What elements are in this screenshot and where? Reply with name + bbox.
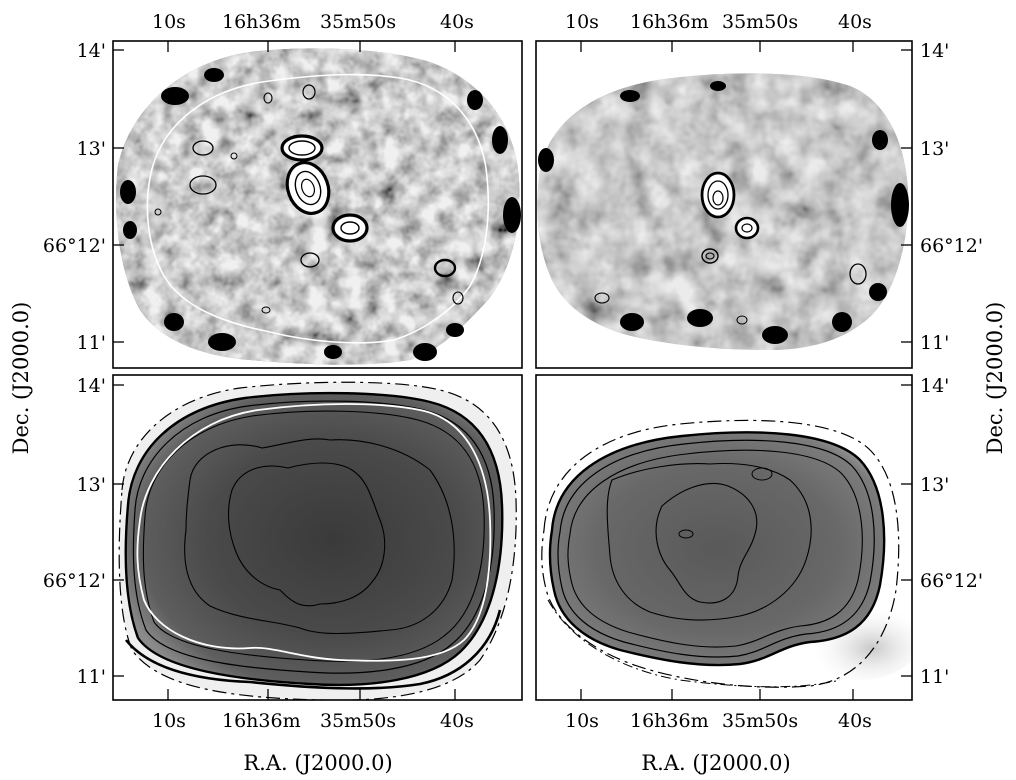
frame-bottom-left bbox=[112, 374, 523, 701]
dec-tick-left-bottom-1: 14' bbox=[77, 375, 106, 397]
white-contour-bottom-left bbox=[136, 403, 492, 662]
y-axis-label-left: Dec. (J2000.0) bbox=[9, 302, 33, 455]
dec-tick-left-bottom-2: 13' bbox=[77, 474, 106, 496]
dec-tick-left-top-2: 13' bbox=[77, 138, 106, 160]
inner-contour-bottom-right bbox=[655, 482, 758, 604]
ra-tick-bottom-right-2: 16h36m bbox=[630, 710, 709, 732]
ra-tick-bottom-left-3: 35m50s bbox=[320, 710, 396, 732]
frame-top-right bbox=[535, 40, 913, 369]
ra-tick-top-right-4: 40s bbox=[838, 11, 872, 33]
dec-tick-right-bottom-1: 14' bbox=[920, 375, 949, 397]
dec-tick-right-bottom-3: 66°12' bbox=[920, 570, 983, 592]
ra-tick-top-left-4: 40s bbox=[440, 11, 474, 33]
ra-tick-top-right-1: 10s bbox=[565, 11, 599, 33]
ra-tick-top-right-3: 35m50s bbox=[722, 11, 798, 33]
dec-tick-right-top-3: 66°12' bbox=[920, 235, 983, 257]
panel-top-left bbox=[116, 48, 521, 365]
ra-tick-bottom-right-4: 40s bbox=[838, 710, 872, 732]
intensity-map-bottom-right bbox=[548, 431, 886, 667]
edge-blotches-top-right bbox=[538, 81, 909, 344]
dec-tick-right-bottom-4: 11' bbox=[920, 666, 949, 688]
dec-tick-left-top-1: 14' bbox=[77, 40, 106, 62]
y-axis-label-right: Dec. (J2000.0) bbox=[983, 302, 1007, 455]
frame-bottom-right bbox=[535, 374, 913, 701]
inner-contour-bottom-left bbox=[228, 462, 386, 607]
tick-marks bbox=[113, 41, 912, 700]
mid-contour-bottom-left bbox=[184, 438, 455, 635]
ra-tick-top-right-2: 16h36m bbox=[630, 11, 709, 33]
dec-tick-right-bottom-2: 13' bbox=[920, 474, 949, 496]
mid-contour-bottom-right bbox=[606, 463, 812, 621]
ra-tick-top-left-3: 35m50s bbox=[320, 11, 396, 33]
white-contour-top-left bbox=[146, 73, 490, 344]
frame-top-left bbox=[112, 40, 523, 369]
ra-tick-top-left-1: 10s bbox=[152, 11, 186, 33]
dec-tick-left-bottom-4: 11' bbox=[77, 666, 106, 688]
x-axis-label-right: R.A. (J2000.0) bbox=[641, 751, 790, 775]
dec-tick-right-top-2: 13' bbox=[920, 138, 949, 160]
outer-dashed-contour-bottom-right bbox=[541, 419, 900, 688]
edge-blotches-top-left bbox=[120, 68, 521, 361]
dec-tick-left-top-4: 11' bbox=[77, 332, 106, 354]
ra-tick-bottom-left-1: 10s bbox=[152, 710, 186, 732]
dec-tick-left-top-3: 66°12' bbox=[43, 235, 106, 257]
panel-bottom-left bbox=[118, 381, 517, 700]
ra-tick-bottom-left-2: 16h36m bbox=[222, 710, 301, 732]
intensity-map-bottom-left bbox=[124, 391, 504, 687]
ra-tick-top-left-2: 16h36m bbox=[222, 11, 301, 33]
source-contours-top-right bbox=[594, 171, 867, 325]
source-contours-top-left bbox=[154, 84, 464, 314]
ra-tick-bottom-right-3: 35m50s bbox=[722, 710, 798, 732]
dec-tick-right-top-4: 11' bbox=[920, 332, 949, 354]
ra-tick-bottom-right-1: 10s bbox=[565, 710, 599, 732]
dec-tick-left-bottom-3: 66°12' bbox=[43, 570, 106, 592]
ra-tick-bottom-left-4: 40s bbox=[440, 710, 474, 732]
panel-bottom-right bbox=[541, 419, 912, 688]
x-axis-label-left: R.A. (J2000.0) bbox=[243, 751, 392, 775]
dec-tick-right-top-1: 14' bbox=[920, 40, 949, 62]
panel-top-right bbox=[537, 73, 909, 350]
